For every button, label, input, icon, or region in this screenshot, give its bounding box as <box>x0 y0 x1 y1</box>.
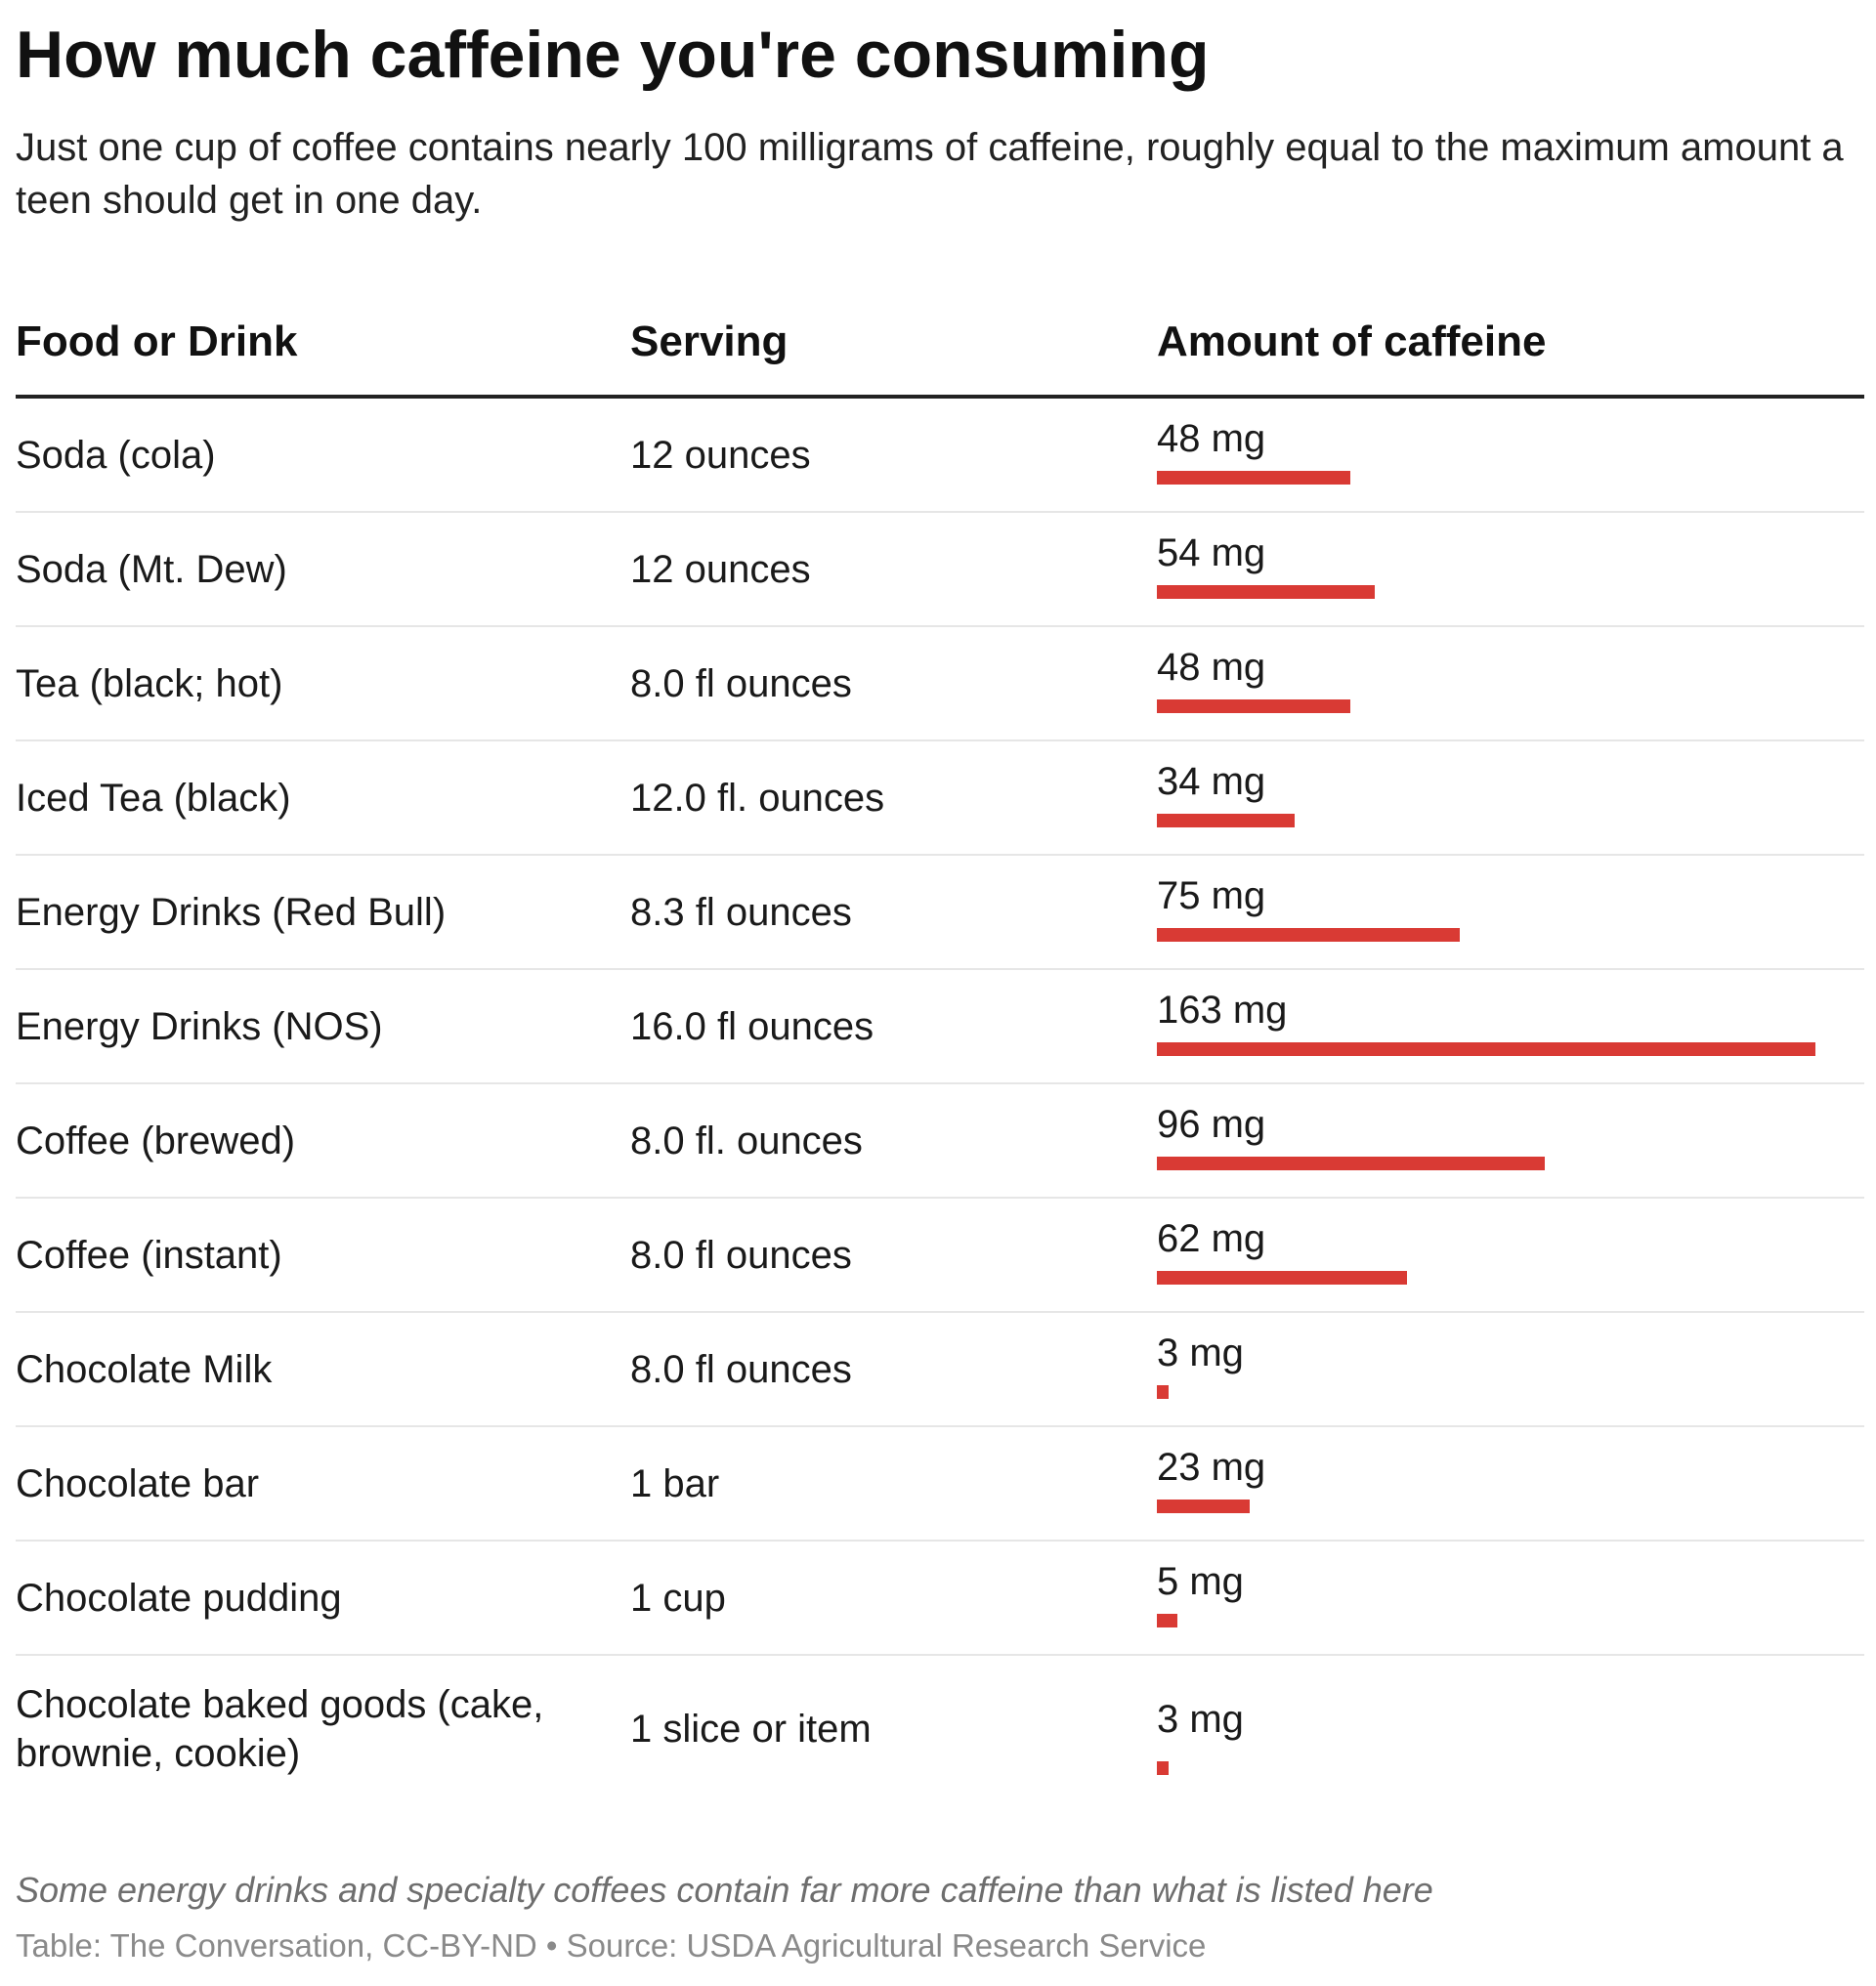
caffeine-bar <box>1157 1614 1177 1627</box>
cell-amount: 48 mg <box>1157 627 1860 739</box>
amount-label: 96 mg <box>1157 1103 1266 1146</box>
cell-food: Chocolate pudding <box>16 1576 342 1620</box>
cell-food: Chocolate Milk <box>16 1347 273 1391</box>
bar-track <box>1157 928 1815 942</box>
cell-serving: 1 slice or item <box>630 1708 872 1751</box>
table-row: Soda (cola) 12 ounces 48 mg <box>16 399 1864 513</box>
table-row: Energy Drinks (Red Bull) 8.3 fl ounces 75 … <box>16 856 1864 970</box>
header-serving: Serving <box>630 317 789 365</box>
cell-amount: 62 mg <box>1157 1199 1860 1311</box>
caffeine-bar <box>1157 699 1350 713</box>
cell-serving: 16.0 fl ounces <box>630 1004 874 1048</box>
caffeine-bar <box>1157 1042 1815 1056</box>
caffeine-bar <box>1157 1271 1407 1285</box>
amount-label: 48 mg <box>1157 417 1266 460</box>
cell-serving: 12 ounces <box>630 433 811 477</box>
bar-track <box>1157 1761 1815 1775</box>
table-row: Chocolate bar 1 bar 23 mg <box>16 1427 1864 1542</box>
cell-food: Energy Drinks (NOS) <box>16 1004 383 1048</box>
cell-food: Tea (black; hot) <box>16 661 283 705</box>
cell-serving: 8.0 fl ounces <box>630 661 852 705</box>
chart-credit: Table: The Conversation, CC-BY-ND • Sour… <box>16 1927 1207 1964</box>
amount-label: 163 mg <box>1157 989 1288 1032</box>
bar-track <box>1157 1157 1815 1170</box>
cell-serving: 8.0 fl ounces <box>630 1347 852 1391</box>
header-amount: Amount of caffeine <box>1157 317 1547 365</box>
bar-track <box>1157 1042 1815 1056</box>
amount-label: 34 mg <box>1157 760 1266 803</box>
amount-label: 5 mg <box>1157 1560 1244 1603</box>
caffeine-bar <box>1157 814 1295 827</box>
cell-amount: 75 mg <box>1157 856 1860 968</box>
bar-track <box>1157 1385 1815 1399</box>
amount-label: 3 mg <box>1157 1331 1244 1374</box>
cell-serving: 8.0 fl ounces <box>630 1233 852 1277</box>
cell-food: Energy Drinks (Red Bull) <box>16 890 447 934</box>
table-row: Tea (black; hot) 8.0 fl ounces 48 mg <box>16 627 1864 741</box>
bar-track <box>1157 1614 1815 1627</box>
caffeine-bar <box>1157 585 1375 599</box>
cell-amount: 163 mg <box>1157 970 1860 1082</box>
cell-amount: 96 mg <box>1157 1084 1860 1197</box>
bar-track <box>1157 1271 1815 1285</box>
table-row: Chocolate Milk 8.0 fl ounces 3 mg <box>16 1313 1864 1427</box>
cell-serving: 12.0 fl. ounces <box>630 776 885 820</box>
bar-track <box>1157 471 1815 485</box>
table-row: Coffee (instant) 8.0 fl ounces 62 mg <box>16 1199 1864 1313</box>
caffeine-bar <box>1157 1157 1545 1170</box>
cell-amount: 48 mg <box>1157 399 1860 511</box>
amount-label: 48 mg <box>1157 646 1266 689</box>
bar-track <box>1157 699 1815 713</box>
table-body: Soda (cola) 12 ounces 48 mg Soda (Mt. Dew) 1… <box>16 399 1864 1802</box>
cell-food: Iced Tea (black) <box>16 776 291 820</box>
bar-track <box>1157 1500 1815 1513</box>
cell-food: Soda (cola) <box>16 433 216 477</box>
header-food: Food or Drink <box>16 317 298 365</box>
cell-amount: 34 mg <box>1157 741 1860 854</box>
bar-track <box>1157 814 1815 827</box>
cell-food: Coffee (brewed) <box>16 1119 296 1162</box>
table-row: Energy Drinks (NOS) 16.0 fl ounces 163 mg <box>16 970 1864 1084</box>
table-row: Soda (Mt. Dew) 12 ounces 54 mg <box>16 513 1864 627</box>
cell-serving: 1 bar <box>630 1461 720 1505</box>
table-row: Chocolate baked goods (cake, brownie, co… <box>16 1656 1864 1802</box>
cell-food: Soda (Mt. Dew) <box>16 547 287 591</box>
chart-title: How much caffeine you're consuming <box>16 18 1210 92</box>
amount-label: 54 mg <box>1157 531 1266 574</box>
cell-food: Chocolate baked goods (cake, brownie, co… <box>16 1683 544 1775</box>
amount-label: 75 mg <box>1157 874 1266 917</box>
caffeine-bar <box>1157 1385 1169 1399</box>
cell-serving: 1 cup <box>630 1576 726 1620</box>
cell-amount: 54 mg <box>1157 513 1860 625</box>
cell-food: Coffee (instant) <box>16 1233 282 1277</box>
table-row: Chocolate pudding 1 cup 5 mg <box>16 1542 1864 1656</box>
caffeine-bar <box>1157 928 1460 942</box>
caffeine-bar <box>1157 1761 1169 1775</box>
cell-food: Chocolate bar <box>16 1461 260 1505</box>
cell-amount: 23 mg <box>1157 1427 1860 1540</box>
caffeine-bar <box>1157 471 1350 485</box>
amount-label: 23 mg <box>1157 1446 1266 1489</box>
cell-serving: 8.0 fl. ounces <box>630 1119 863 1162</box>
cell-serving: 8.3 fl ounces <box>630 890 852 934</box>
table-header-row: Food or Drink Serving Amount of caffeine <box>16 305 1864 399</box>
chart-note: Some energy drinks and specialty coffees… <box>16 1870 1433 1910</box>
cell-amount: 5 mg <box>1157 1542 1860 1654</box>
caffeine-table: Food or Drink Serving Amount of caffeine… <box>16 305 1864 1802</box>
cell-amount: 3 mg <box>1157 1313 1860 1425</box>
amount-label: 3 mg <box>1157 1698 1244 1741</box>
table-row: Coffee (brewed) 8.0 fl. ounces 96 mg <box>16 1084 1864 1199</box>
bar-track <box>1157 585 1815 599</box>
amount-label: 62 mg <box>1157 1217 1266 1260</box>
table-row: Iced Tea (black) 12.0 fl. ounces 34 mg <box>16 741 1864 856</box>
caffeine-bar <box>1157 1500 1250 1513</box>
chart-subtitle: Just one cup of coffee contains nearly 1… <box>16 126 1844 222</box>
cell-serving: 12 ounces <box>630 547 811 591</box>
cell-amount: 3 mg <box>1157 1656 1860 1802</box>
